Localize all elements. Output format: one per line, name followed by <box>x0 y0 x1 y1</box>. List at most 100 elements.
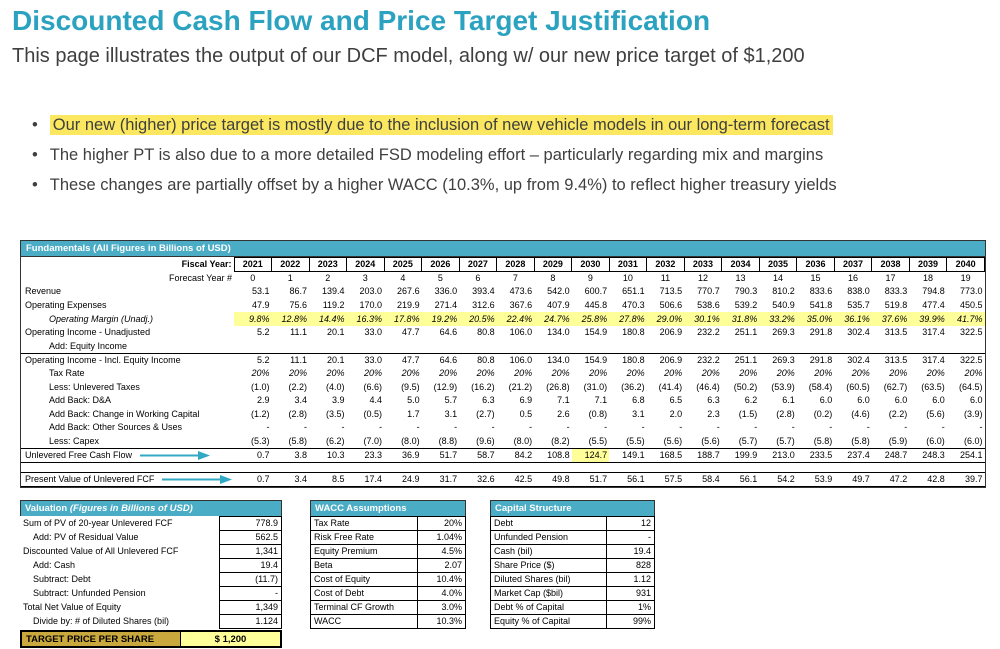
cell: 106.0 <box>496 352 535 367</box>
cell: 271.4 <box>434 299 458 310</box>
cell: 6.0 <box>857 395 870 406</box>
cell: (5.3) <box>251 435 270 446</box>
cell: 0.7 <box>234 471 272 487</box>
cell: 3.8 <box>271 447 310 463</box>
cell: 206.9 <box>646 352 685 367</box>
fundamentals-table: Fiscal Year: 2021 2022 2023 2024 2025 2026 2027… <box>21 257 985 487</box>
table-row: Tax Rate 20% <box>310 516 466 531</box>
cell: 10 <box>622 273 633 284</box>
cell: 14 <box>772 273 783 284</box>
table-row: Total Net Value of Equity 1,349 <box>20 600 282 615</box>
cell: (36.2) <box>621 381 645 392</box>
row-label: Add: Cash <box>33 560 76 570</box>
cell: 6.0 <box>932 395 945 406</box>
table-row: Divide by: # of Diluted Shares (bil) 1.12… <box>20 614 282 629</box>
cell: (46.4) <box>696 381 720 392</box>
cell: 17.4 <box>346 471 385 487</box>
cell: - <box>641 422 645 433</box>
row-label: Cost of Equity <box>310 572 418 587</box>
row-label: Divide by: # of Diluted Shares (bil) <box>33 616 170 626</box>
cell: 313.5 <box>871 352 910 367</box>
fundamentals-header: Fundamentals (All Figures in Billions of… <box>21 241 985 257</box>
cell: 219.9 <box>397 299 420 310</box>
cell: (5.8) <box>813 435 833 446</box>
cell: 108.8 <box>534 447 572 463</box>
table-row: Present Value of Unlevered FCF 0.7 3.4 8.5 1… <box>21 471 985 487</box>
row-label: Tax Rate <box>49 367 85 378</box>
cell: 20% <box>814 367 833 378</box>
table-row: Add: Cash 19.4 <box>20 558 282 573</box>
cell: - <box>866 422 870 433</box>
cell: 86.7 <box>289 286 308 297</box>
cell: 233.5 <box>796 447 835 463</box>
cell: 2034 <box>721 257 760 272</box>
cell: (31.0) <box>583 381 608 392</box>
cell: 119.2 <box>322 299 345 310</box>
cell: 11.1 <box>271 352 310 367</box>
cell: 154.9 <box>584 327 608 338</box>
cell: 6.1 <box>782 395 795 406</box>
cell: 232.2 <box>697 327 720 338</box>
cell: 20% <box>551 367 570 378</box>
cell: 20.1 <box>327 327 345 338</box>
cell: 20% <box>701 367 720 378</box>
row-label: Less: Unlevered Taxes <box>49 381 140 392</box>
cell: (58.4) <box>808 381 833 392</box>
cell: 16 <box>848 273 859 284</box>
cell: - <box>341 422 345 433</box>
cell: (5.9) <box>888 435 908 446</box>
cell: 2021 <box>233 257 273 272</box>
cell: (2.8) <box>288 408 308 419</box>
cell: 180.8 <box>609 352 647 367</box>
cell: 291.8 <box>796 352 835 367</box>
wacc-header: WACC Assumptions <box>310 500 466 516</box>
cell: 12.8% <box>271 312 310 326</box>
cell: - <box>491 422 495 433</box>
cell: (2.2) <box>288 381 308 392</box>
cell: 149.1 <box>609 447 647 463</box>
cell: 2.0 <box>669 408 683 419</box>
cell: 2037 <box>833 257 873 272</box>
cell: (0.2) <box>813 408 833 419</box>
cell: 51.7 <box>421 447 460 463</box>
cell: 2024 <box>346 257 385 272</box>
cell: 106.0 <box>509 327 533 338</box>
row-label: Operating Income - Incl. Equity Income <box>21 352 234 367</box>
table-row: Operating Expenses 47.9 75.6 119.2 170.0 219.… <box>21 299 985 313</box>
table-row <box>21 462 985 472</box>
cell: 12 <box>697 273 708 284</box>
cell: 317.4 <box>922 327 945 338</box>
row-value: 10.4% <box>417 572 466 587</box>
cell: 810.2 <box>772 286 795 297</box>
cell <box>384 339 422 353</box>
row-value: (11.7) <box>219 572 282 587</box>
cell: - <box>604 422 608 433</box>
cell: 11.1 <box>290 327 308 338</box>
cell: 54.2 <box>759 471 797 487</box>
cell: 20% <box>889 367 908 378</box>
row-label: Cash (bil) <box>490 544 607 559</box>
cell: 49.7 <box>834 471 872 487</box>
cell: 838.0 <box>847 286 870 297</box>
cell: 124.7 <box>571 447 610 463</box>
cell: 20% <box>926 367 945 378</box>
table-row: Risk Free Rate 1.04% <box>310 530 466 545</box>
table-row: Subtract: Debt (11.7) <box>20 572 282 587</box>
cell: 80.8 <box>477 327 495 338</box>
cell: 7.1 <box>594 395 608 406</box>
row-value: 1,349 <box>219 600 282 615</box>
cell: 199.9 <box>721 447 760 463</box>
row-value: 562.5 <box>219 530 282 545</box>
cell: 56.1 <box>721 471 760 487</box>
cell: 535.7 <box>847 299 870 310</box>
cell: 407.9 <box>547 299 570 310</box>
row-label: Subtract: Unfunded Pension <box>33 588 146 598</box>
row-value: 1% <box>606 600 655 615</box>
cell: (5.8) <box>851 435 870 446</box>
cell: (5.7) <box>738 435 758 446</box>
cell: 20% <box>626 367 645 378</box>
cell: 56.1 <box>609 471 647 487</box>
cell: 251.1 <box>734 327 758 338</box>
cell: 24.7% <box>534 312 572 326</box>
row-value: 931 <box>606 586 655 601</box>
